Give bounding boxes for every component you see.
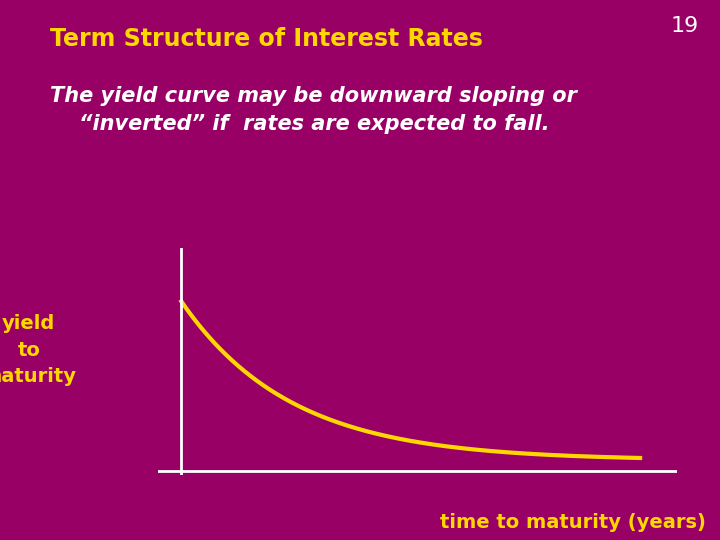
- Text: 19: 19: [670, 16, 698, 36]
- Text: yield
to
maturity: yield to maturity: [0, 314, 76, 387]
- Text: time to maturity (years): time to maturity (years): [440, 513, 706, 532]
- Text: Term Structure of Interest Rates: Term Structure of Interest Rates: [50, 27, 483, 51]
- Text: The yield curve may be downward sloping or
“inverted” if  rates are expected to : The yield curve may be downward sloping …: [50, 86, 577, 134]
